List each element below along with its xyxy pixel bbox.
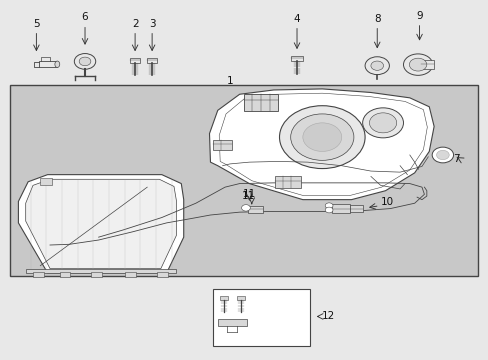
Text: 3: 3 bbox=[148, 18, 155, 28]
Bar bbox=[248, 206, 263, 213]
Bar bbox=[244, 94, 277, 111]
Bar bbox=[125, 272, 136, 277]
Bar bbox=[26, 269, 176, 273]
Circle shape bbox=[403, 54, 432, 75]
Bar bbox=[10, 85, 477, 276]
Circle shape bbox=[290, 114, 353, 160]
Text: 6: 6 bbox=[81, 13, 88, 22]
Text: 11: 11 bbox=[242, 189, 255, 199]
Bar bbox=[39, 61, 57, 67]
Bar bbox=[91, 272, 102, 277]
Text: 8: 8 bbox=[373, 14, 380, 23]
Text: 12: 12 bbox=[322, 311, 335, 321]
Bar bbox=[274, 176, 301, 188]
Circle shape bbox=[362, 108, 403, 138]
Text: 2: 2 bbox=[132, 18, 138, 28]
Circle shape bbox=[79, 57, 91, 66]
Circle shape bbox=[431, 147, 453, 163]
Circle shape bbox=[370, 61, 383, 70]
Polygon shape bbox=[26, 179, 176, 269]
Bar bbox=[212, 140, 232, 150]
Text: 10: 10 bbox=[380, 197, 393, 207]
Circle shape bbox=[74, 54, 96, 69]
Bar bbox=[212, 289, 309, 346]
Bar bbox=[420, 60, 433, 69]
Text: 7: 7 bbox=[452, 154, 458, 163]
Bar bbox=[217, 319, 246, 327]
Polygon shape bbox=[19, 175, 183, 273]
Bar bbox=[33, 272, 43, 277]
Text: 11: 11 bbox=[241, 191, 255, 201]
Bar bbox=[237, 296, 244, 300]
Polygon shape bbox=[209, 89, 433, 200]
Bar bbox=[157, 272, 167, 277]
Bar bbox=[130, 58, 140, 63]
Circle shape bbox=[279, 106, 365, 168]
Bar bbox=[290, 56, 302, 62]
Circle shape bbox=[436, 150, 448, 159]
Text: 9: 9 bbox=[415, 11, 422, 21]
Circle shape bbox=[369, 113, 396, 133]
Circle shape bbox=[241, 204, 250, 211]
Circle shape bbox=[325, 207, 332, 213]
Circle shape bbox=[408, 58, 426, 71]
Circle shape bbox=[365, 57, 388, 75]
Text: 4: 4 bbox=[293, 14, 300, 23]
Bar bbox=[220, 296, 227, 300]
Circle shape bbox=[325, 203, 332, 208]
Bar bbox=[350, 205, 362, 212]
Text: 5: 5 bbox=[33, 18, 40, 28]
Bar bbox=[60, 272, 70, 277]
Circle shape bbox=[302, 123, 341, 152]
Ellipse shape bbox=[55, 61, 60, 67]
Bar bbox=[40, 178, 52, 185]
Bar bbox=[147, 58, 157, 63]
Text: 1: 1 bbox=[226, 76, 233, 86]
Bar bbox=[331, 204, 350, 213]
